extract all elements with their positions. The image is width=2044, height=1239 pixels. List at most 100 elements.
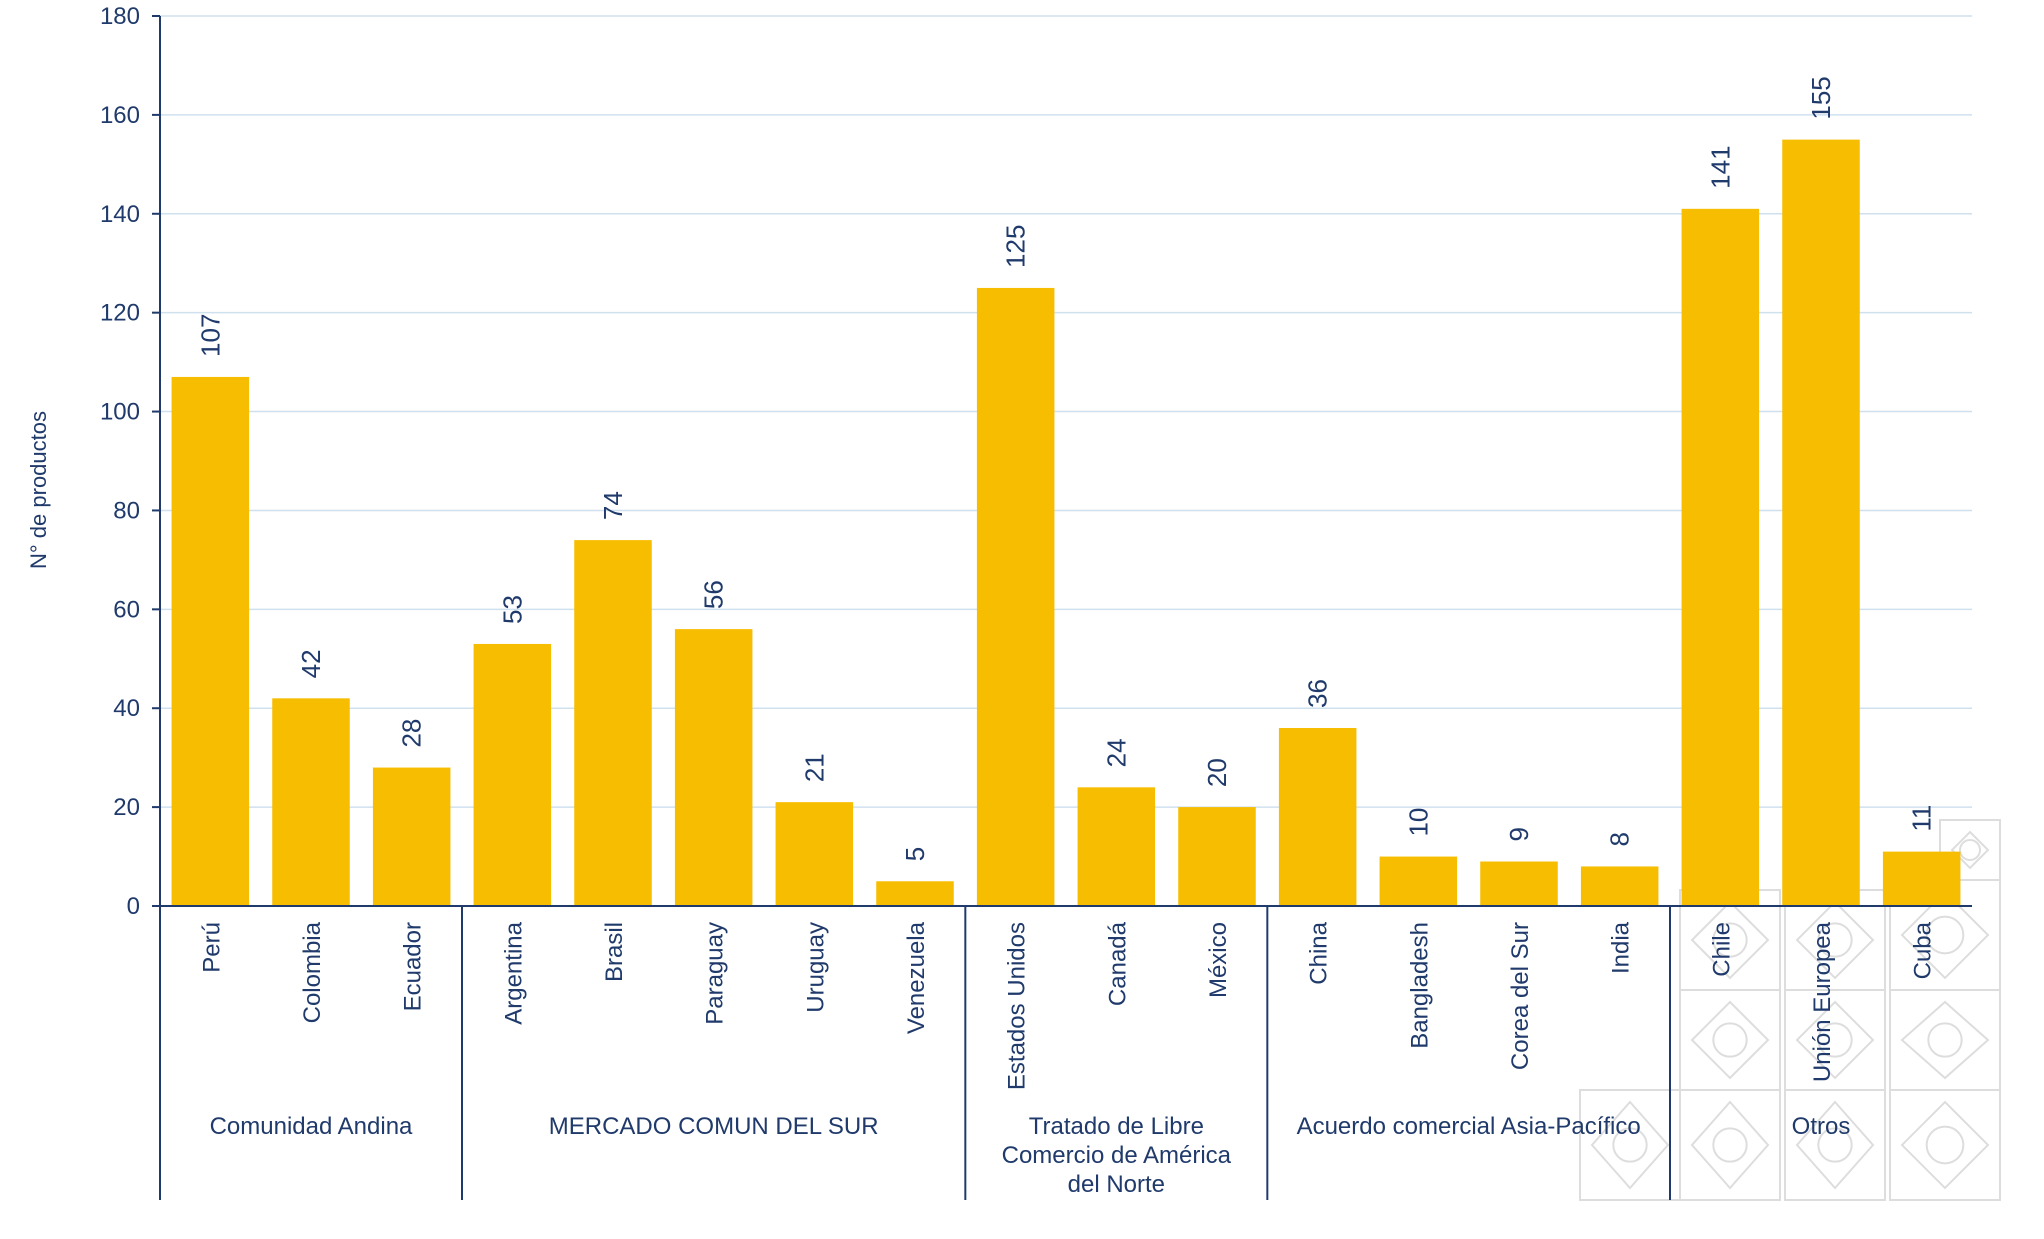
data-label: 42: [296, 649, 326, 678]
y-tick-label: 120: [100, 300, 140, 327]
y-tick-label: 160: [100, 102, 140, 129]
pattern-circle: [1927, 1022, 1963, 1058]
data-label: 155: [1806, 76, 1836, 119]
bar: [1278, 728, 1357, 906]
bar: [876, 881, 954, 906]
bar: [674, 629, 753, 906]
category-label: Chile: [1708, 922, 1735, 977]
data-label: 9: [1504, 827, 1534, 841]
category-label: Colombia: [299, 921, 326, 1023]
data-label: 8: [1605, 832, 1635, 846]
pattern-diamond: [1795, 900, 1875, 980]
category-label: Venezuela: [903, 921, 930, 1034]
bar: [272, 698, 350, 906]
pattern-circle: [1612, 1127, 1648, 1163]
bar: [574, 540, 652, 906]
data-label: 36: [1303, 679, 1333, 708]
category-label: Uruguay: [802, 922, 829, 1013]
pattern-diamond: [1690, 1000, 1770, 1080]
category-label: Ecuador: [400, 922, 427, 1011]
pattern-diamond: [1795, 1000, 1875, 1080]
data-label: 53: [497, 595, 527, 624]
bar: [473, 643, 552, 906]
bar: [171, 376, 250, 906]
group-label: Comunidad Andina: [210, 1113, 413, 1140]
group-label: Otros: [1792, 1113, 1851, 1140]
pattern-circle: [1925, 1125, 1965, 1165]
y-tick-label: 40: [113, 695, 140, 722]
y-tick-label: 80: [113, 497, 140, 524]
group-label: del Norte: [1068, 1171, 1165, 1198]
bar: [1882, 851, 1961, 906]
category-label: Canadá: [1104, 921, 1131, 1006]
pattern-diamond: [1690, 900, 1770, 980]
data-label: 11: [1907, 805, 1937, 832]
y-tick-label: 0: [127, 893, 140, 920]
category-label: Estados Unidos: [1004, 922, 1031, 1090]
bar: [1681, 208, 1760, 907]
category-label: México: [1205, 922, 1232, 998]
y-axis-title: N° de productos: [26, 411, 51, 569]
group-label: Acuerdo comercial Asia-Pacífico: [1297, 1113, 1641, 1140]
pattern-tile: [1579, 1089, 1681, 1201]
pattern-diamond: [1690, 1100, 1770, 1190]
data-label: 28: [397, 719, 427, 748]
category-label: Bangladesh: [1406, 922, 1433, 1049]
y-tick-label: 60: [113, 596, 140, 623]
pattern-circle: [1712, 1127, 1748, 1163]
y-tick-label: 140: [100, 201, 140, 228]
category-label: Argentina: [500, 921, 527, 1024]
pattern-circle: [1712, 922, 1748, 958]
group-label: Comercio de América: [1002, 1142, 1232, 1169]
pattern-circle: [1925, 915, 1965, 955]
bar: [976, 287, 1055, 906]
data-label: 125: [1001, 225, 1031, 268]
category-label: Corea del Sur: [1507, 922, 1534, 1070]
data-label: 20: [1202, 758, 1232, 787]
group-label: Tratado de Libre: [1029, 1113, 1204, 1140]
pattern-diamond: [1950, 830, 1990, 870]
bar: [1782, 139, 1860, 907]
pattern-circle: [1712, 1022, 1748, 1058]
bar: [1580, 866, 1659, 906]
pattern-circle: [1817, 922, 1853, 958]
grid-lines: [160, 15, 1972, 808]
bar: [1077, 787, 1156, 906]
bar: [1379, 856, 1458, 906]
data-label: 10: [1403, 808, 1433, 837]
pattern-tile: [1784, 1089, 1886, 1201]
axes: [152, 15, 1972, 1200]
data-label: 74: [598, 491, 628, 520]
category-label: India: [1608, 921, 1635, 974]
pattern-tile: [1939, 819, 2001, 881]
y-tick-label: 20: [113, 794, 140, 821]
pattern-diamond: [1900, 1100, 1990, 1190]
data-label: 56: [699, 580, 729, 609]
bar: [372, 767, 451, 906]
data-label: 5: [900, 847, 930, 861]
y-tick-label: 100: [100, 399, 140, 426]
category-label: China: [1306, 921, 1333, 984]
pattern-circle: [1817, 1022, 1853, 1058]
category-label: Unión Europea: [1809, 921, 1836, 1082]
pattern-circle: [1959, 839, 1981, 861]
pattern-tile: [1889, 1089, 2001, 1201]
pattern-tile: [1889, 989, 2001, 1091]
pattern-tile: [1679, 1089, 1781, 1201]
bar: [775, 802, 854, 906]
category-label: Brasil: [601, 922, 628, 982]
pattern-diamond: [1795, 1100, 1875, 1190]
pattern-diamond: [1900, 1000, 1990, 1080]
data-label: 107: [195, 314, 225, 357]
category-label: Perú: [198, 922, 225, 973]
pattern-diamond: [1590, 1100, 1670, 1190]
bars: [171, 139, 1961, 907]
category-label: Cuba: [1910, 921, 1937, 979]
data-label: 21: [799, 753, 829, 782]
data-label: 24: [1101, 738, 1131, 767]
y-tick-label: 180: [100, 3, 140, 30]
bar: [1480, 861, 1558, 906]
group-label: MERCADO COMUN DEL SUR: [549, 1113, 879, 1140]
